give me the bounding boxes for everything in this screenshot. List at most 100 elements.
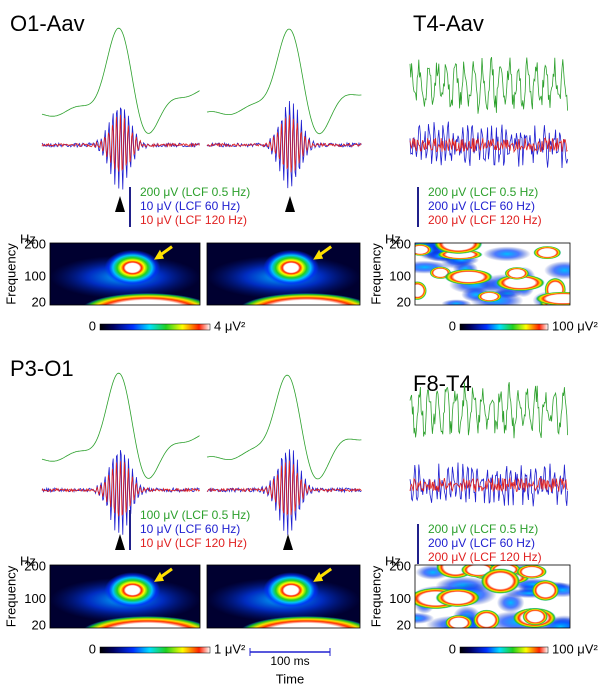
panel-title: T4-Aav — [413, 11, 484, 36]
yellow-arrowhead — [313, 571, 324, 582]
spectrogram — [207, 243, 360, 305]
event-arrowhead — [283, 534, 293, 550]
event-arrowhead — [285, 196, 295, 212]
freq-tick: 200 — [389, 236, 411, 251]
waveform-high — [206, 460, 362, 516]
freq-tick: 200 — [24, 236, 46, 251]
spec-hole — [444, 269, 493, 285]
waveform-low — [409, 56, 568, 114]
spec-hole — [533, 245, 562, 260]
spec-hole — [504, 266, 530, 280]
spec-hole — [435, 588, 481, 608]
spec-soft — [496, 592, 525, 613]
spec-frame — [49, 242, 201, 306]
legend-text: 200 μV (LCF 0.5 Hz) — [428, 185, 538, 199]
spec-frame — [49, 564, 201, 629]
waveform-high — [41, 461, 200, 517]
colorbar-min: 0 — [89, 641, 96, 656]
spec-hole — [535, 291, 570, 305]
spec-hole — [415, 243, 432, 256]
freq-tick: 20 — [397, 294, 411, 309]
spec-hole — [531, 579, 560, 602]
colorbar-max: 100 μV² — [552, 318, 598, 333]
freq-tick: 20 — [397, 617, 411, 632]
event-arrowhead — [115, 534, 125, 550]
spec-soft — [544, 261, 570, 280]
yellow-arrowhead — [154, 571, 164, 582]
colorbar — [99, 646, 211, 654]
spec-hole — [477, 290, 502, 303]
spec-hole — [522, 607, 548, 626]
yellow-arrowhead — [313, 249, 324, 260]
spec-blob — [104, 249, 161, 286]
spectrogram — [415, 565, 570, 628]
waveform-mid — [41, 107, 200, 190]
freq-label: Frequency — [3, 243, 18, 305]
freq-tick: 100 — [24, 591, 46, 606]
colorbar — [459, 646, 549, 654]
spec-frame — [206, 564, 361, 629]
freq-unit: Hz — [20, 553, 36, 568]
colorbar — [459, 323, 549, 331]
spec-low — [241, 293, 360, 305]
freq-tick: 100 — [389, 591, 411, 606]
legend-text: 200 μV (LCF 120 Hz) — [428, 550, 542, 564]
colorbar-min: 0 — [89, 318, 96, 333]
spec-blob — [263, 249, 320, 286]
freq-label: Frequency — [368, 243, 383, 305]
legend-text: 100 μV (LCF 0.5 Hz) — [140, 508, 250, 522]
spectrogram — [207, 565, 360, 628]
colorbar-min: 0 — [449, 318, 456, 333]
spec-hole — [473, 609, 500, 628]
time-scale-label: 100 ms — [270, 654, 309, 668]
waveform-high — [409, 476, 568, 493]
legend-text: 10 μV (LCF 120 Hz) — [140, 536, 247, 550]
panel-title: P3-O1 — [10, 356, 74, 381]
spec-frame — [206, 242, 361, 306]
spec-hole — [415, 281, 427, 301]
spec-soft — [483, 246, 531, 262]
freq-tick: 20 — [32, 617, 46, 632]
spec-hole — [495, 274, 545, 291]
legend-text: 200 μV (LCF 0.5 Hz) — [140, 185, 250, 199]
waveform-low — [41, 372, 200, 479]
waveform-low — [206, 374, 362, 480]
waveform-low — [206, 28, 362, 135]
spec-frame — [414, 564, 571, 629]
freq-tick: 200 — [389, 558, 411, 573]
spec-soft — [415, 612, 435, 624]
freq-tick: 100 — [389, 269, 411, 284]
spec-frame — [414, 242, 571, 306]
spec-blob — [263, 572, 320, 609]
freq-unit: Hz — [385, 553, 401, 568]
yellow-arrowhead — [154, 249, 164, 260]
legend-text: 200 μV (LCF 120 Hz) — [428, 213, 542, 227]
colorbar-max: 1 μV² — [214, 641, 246, 656]
freq-tick: 100 — [24, 269, 46, 284]
spectrogram — [50, 243, 200, 305]
waveform-low — [409, 382, 568, 439]
spectrogram — [415, 243, 570, 305]
legend-text: 10 μV (LCF 120 Hz) — [140, 213, 247, 227]
legend-text: 10 μV (LCF 60 Hz) — [140, 199, 240, 213]
spectrogram — [50, 565, 200, 628]
colorbar-min: 0 — [449, 641, 456, 656]
waveform-high — [206, 114, 362, 173]
spec-low — [83, 293, 200, 305]
waveform-high — [41, 114, 200, 172]
freq-label: Frequency — [3, 565, 18, 627]
legend-text: 200 μV (LCF 0.5 Hz) — [428, 522, 538, 536]
spec-hole — [480, 568, 521, 594]
spec-blob — [104, 572, 161, 609]
spec-hole — [434, 243, 483, 255]
colorbar-max: 4 μV² — [214, 318, 246, 333]
spec-hole — [516, 565, 547, 579]
freq-tick: 200 — [24, 558, 46, 573]
spec-low — [241, 616, 360, 628]
waveform-low — [41, 27, 200, 134]
panel-title: O1-Aav — [10, 11, 85, 36]
spec-soft — [441, 299, 472, 305]
freq-tick: 20 — [32, 294, 46, 309]
freq-unit: Hz — [385, 231, 401, 246]
